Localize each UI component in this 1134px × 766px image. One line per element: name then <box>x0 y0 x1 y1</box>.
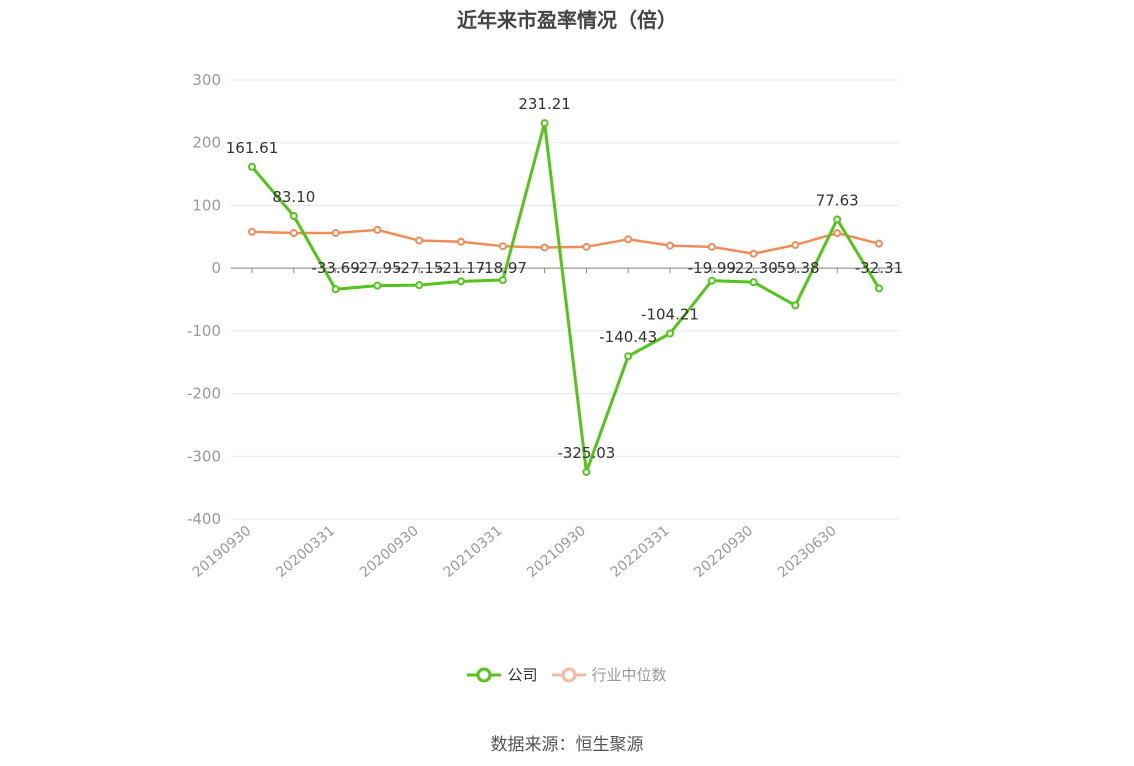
company-data-point <box>582 467 591 476</box>
industry-median-data-point <box>582 242 591 251</box>
y-tick-label: 0 <box>211 259 221 277</box>
x-tick-label: 20230630 <box>775 523 840 581</box>
industry-median-data-point <box>289 229 298 238</box>
company-data-label: -33.69 <box>311 259 359 277</box>
company-data-label: -27.95 <box>353 259 401 277</box>
industry-median-data-point <box>415 236 424 245</box>
legend-industry-label: 行业中位数 <box>591 666 667 684</box>
company-data-label: 77.63 <box>816 191 859 209</box>
industry-median-data-point <box>331 229 340 238</box>
y-axis-labels: 300 200 100 0 -100 -200 -300 -400 <box>187 71 221 528</box>
company-data-label: -22.30 <box>729 259 777 277</box>
legend-company-icon <box>467 667 502 682</box>
series-lines <box>248 119 883 476</box>
industry-median-data-point <box>749 249 758 258</box>
y-tick-label: 100 <box>192 196 221 214</box>
company-data-point <box>749 278 758 287</box>
company-data-point <box>540 119 549 128</box>
legend-industry-icon <box>551 667 586 682</box>
company-data-point <box>791 301 800 310</box>
company-data-point <box>498 276 507 285</box>
y-tick-label: -300 <box>187 447 221 465</box>
company-data-point <box>415 281 424 290</box>
y-tick-label: -100 <box>187 322 221 340</box>
company-data-label: -104.21 <box>641 305 699 323</box>
y-tick-label: 200 <box>192 134 221 152</box>
company-data-label: 161.61 <box>226 139 279 157</box>
industry-median-data-point <box>457 237 465 246</box>
company-data-point <box>457 277 465 286</box>
industry-median-data-point <box>624 235 633 244</box>
industry-median-data-point <box>791 240 800 249</box>
company-data-label: -21.17 <box>437 259 485 277</box>
company-data-point <box>289 212 298 221</box>
data-labels: 161.61 83.10 -33.69-27.95-27.15-21.17-18.9… <box>226 95 903 462</box>
company-data-label: 83.10 <box>272 188 315 206</box>
x-tick-label: 20200930 <box>357 523 422 581</box>
company-data-point <box>248 162 256 171</box>
company-data-label: -59.38 <box>771 259 819 277</box>
x-tick-label: 20210331 <box>440 523 505 581</box>
legend-company-label: 公司 <box>507 666 538 684</box>
industry-median-data-point <box>666 241 674 250</box>
industry-median-data-point <box>540 243 549 252</box>
x-tick-label: 20210930 <box>524 523 589 581</box>
company-data-point <box>707 276 716 285</box>
industry-median-data-point <box>498 242 507 251</box>
company-data-label: -32.31 <box>855 259 903 277</box>
industry-median-data-point <box>833 229 842 238</box>
x-axis: 20190930 20200331 20200930 20210331 20210930… <box>190 267 900 581</box>
company-data-point <box>331 285 340 294</box>
company-series-line <box>250 121 881 474</box>
company-data-label: -325.03 <box>557 444 615 462</box>
y-tick-label: 300 <box>192 71 221 89</box>
x-tick-label: 20190930 <box>190 523 255 581</box>
legend-item-company[interactable]: 公司 <box>467 664 538 685</box>
legend-item-industry-median[interactable]: 行业中位数 <box>551 664 667 685</box>
x-tick-label: 20200331 <box>273 523 338 581</box>
company-data-label: -19.99 <box>688 259 736 277</box>
industry-median-data-point <box>707 242 716 251</box>
y-tick-label: -200 <box>187 385 221 403</box>
industry-median-data-point <box>373 225 382 234</box>
industry-median-line <box>251 228 880 255</box>
company-data-label: -27.15 <box>395 259 443 277</box>
data-source: 数据来源：恒生聚源 <box>490 735 644 755</box>
company-data-point <box>373 281 382 290</box>
chart-title: 近年来市盈率情况（倍） <box>457 8 677 32</box>
company-data-label: -140.43 <box>599 328 657 346</box>
x-tick-label: 20220331 <box>608 523 673 581</box>
legend: 公司 行业中位数 <box>0 664 1134 685</box>
company-data-label: 231.21 <box>518 95 571 113</box>
company-data-label: -18.97 <box>479 259 527 277</box>
y-tick-label: -400 <box>187 510 221 528</box>
company-data-point <box>624 352 633 361</box>
industry-median-data-point <box>875 239 883 248</box>
line-chart: 300 200 100 0 -100 -200 -300 -400 20190930 20200… <box>187 71 903 581</box>
x-tick-label: 20220930 <box>691 523 756 581</box>
company-data-point <box>833 215 842 224</box>
company-data-point <box>666 329 674 338</box>
company-data-point <box>875 284 883 293</box>
industry-median-data-point <box>248 227 256 236</box>
